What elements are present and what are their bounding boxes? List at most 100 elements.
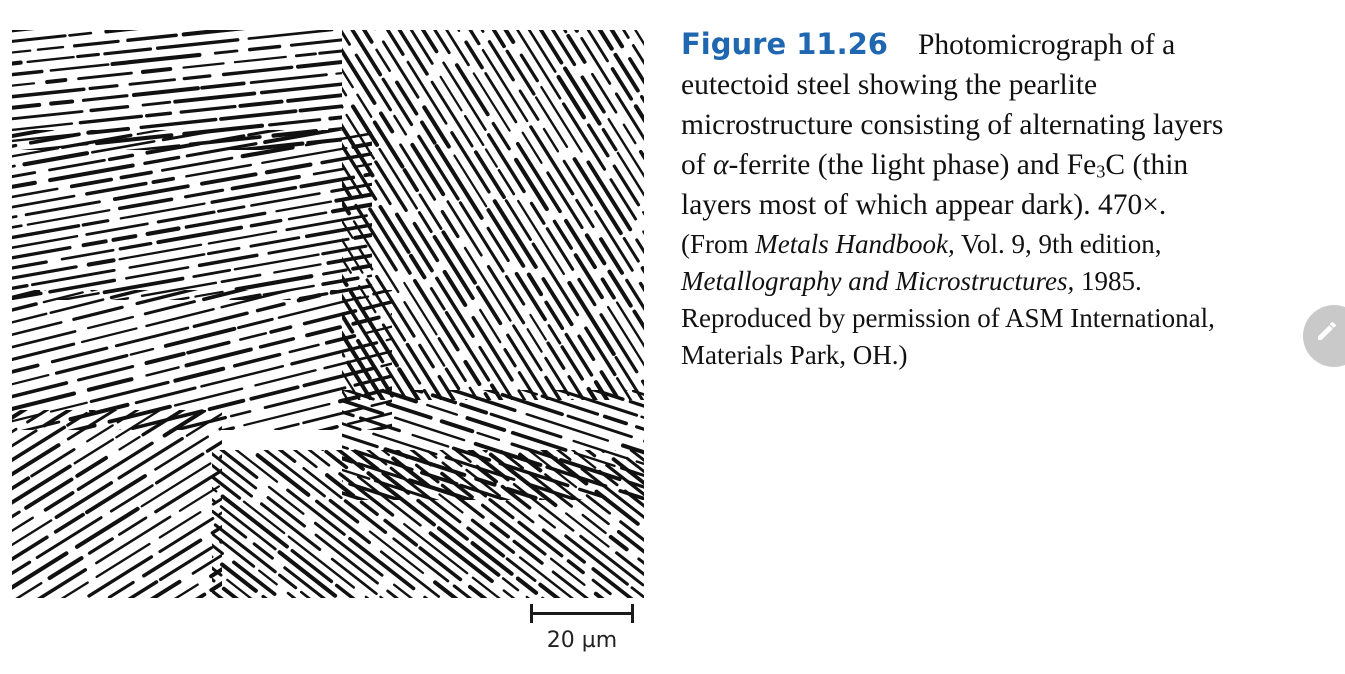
lamella	[534, 96, 569, 149]
lamella	[140, 462, 212, 508]
caption-text: Photomicrograph of a	[917, 29, 1176, 61]
lamella	[593, 380, 610, 400]
lamella	[263, 386, 347, 410]
lamella	[166, 502, 233, 519]
lamella	[399, 143, 437, 201]
lamella	[541, 277, 574, 327]
lamella	[540, 394, 600, 416]
lamella	[252, 542, 274, 560]
lamella	[288, 343, 320, 354]
lamella	[117, 436, 184, 480]
lamella	[75, 455, 108, 478]
lamella	[612, 164, 641, 207]
lamella	[491, 30, 506, 49]
lamella	[580, 36, 612, 85]
lamella	[435, 276, 475, 338]
lamella	[471, 576, 501, 598]
lamella	[625, 278, 644, 312]
lamella	[192, 311, 249, 329]
lamella	[420, 120, 437, 145]
lamella	[298, 525, 316, 531]
edit-button[interactable]	[1303, 305, 1345, 367]
lamella	[242, 500, 286, 535]
lamella	[626, 480, 644, 489]
lamella	[482, 390, 500, 395]
lamella	[320, 151, 372, 165]
lamella	[229, 410, 252, 418]
lamella	[436, 526, 501, 577]
lamella	[381, 77, 414, 127]
lamella	[350, 104, 380, 147]
lamella	[385, 366, 409, 400]
lamella	[584, 326, 617, 377]
subscript-3: 3	[1096, 161, 1106, 182]
lamella	[616, 151, 644, 197]
lamella	[94, 133, 174, 146]
lamella	[433, 30, 451, 55]
lamella	[181, 30, 246, 37]
lamella	[561, 102, 607, 171]
lamella	[439, 419, 475, 434]
lamella	[358, 416, 401, 433]
lamella	[127, 580, 159, 598]
lamella	[36, 568, 88, 598]
lamella	[546, 341, 566, 370]
lamella	[616, 529, 644, 554]
lamella	[379, 111, 395, 134]
lamella	[287, 211, 328, 221]
lamella	[292, 513, 335, 540]
lamella	[12, 429, 38, 448]
lamella	[552, 219, 573, 250]
lamella	[512, 539, 544, 565]
lamella	[417, 211, 433, 234]
lamella	[26, 410, 50, 424]
lamella	[474, 476, 497, 487]
lamella	[85, 474, 147, 515]
lamella	[505, 500, 535, 524]
lamella	[60, 248, 115, 261]
lamella	[353, 232, 372, 240]
source-line-4: Materials Park, OH.)	[681, 340, 908, 370]
lamella	[572, 157, 623, 236]
lamella	[566, 33, 587, 64]
lamella	[464, 114, 485, 147]
lamella	[573, 253, 604, 300]
lamella	[363, 172, 372, 178]
lamella	[129, 347, 155, 356]
lamella	[156, 225, 244, 245]
lamella	[12, 125, 17, 128]
lamella	[213, 49, 239, 55]
lamella	[510, 430, 568, 452]
lamellae-region	[12, 410, 335, 598]
lamella	[179, 104, 237, 114]
lamella	[255, 302, 286, 313]
lamella	[363, 325, 392, 335]
lamella	[221, 586, 239, 598]
lamella	[375, 274, 416, 338]
lamella	[412, 278, 460, 352]
lamella	[12, 234, 79, 249]
lamella	[141, 410, 186, 437]
lamella	[77, 343, 106, 348]
lamella	[328, 498, 360, 524]
lamella	[518, 556, 574, 598]
lamella	[81, 239, 108, 248]
lamella	[230, 174, 301, 191]
lamella	[544, 356, 570, 397]
lamella	[86, 130, 116, 135]
lamella	[142, 538, 203, 578]
lamella	[531, 242, 580, 317]
lamella	[422, 388, 433, 400]
lamella	[234, 169, 267, 173]
lamella	[140, 66, 173, 74]
lamella	[602, 414, 628, 426]
lamella	[200, 81, 246, 90]
lamella	[342, 445, 349, 450]
lamella	[317, 424, 339, 430]
lamella	[277, 296, 362, 319]
lamella	[173, 387, 244, 407]
lamella	[417, 332, 500, 359]
lamella	[545, 465, 608, 488]
lamella	[338, 472, 395, 517]
lamella	[69, 177, 113, 189]
